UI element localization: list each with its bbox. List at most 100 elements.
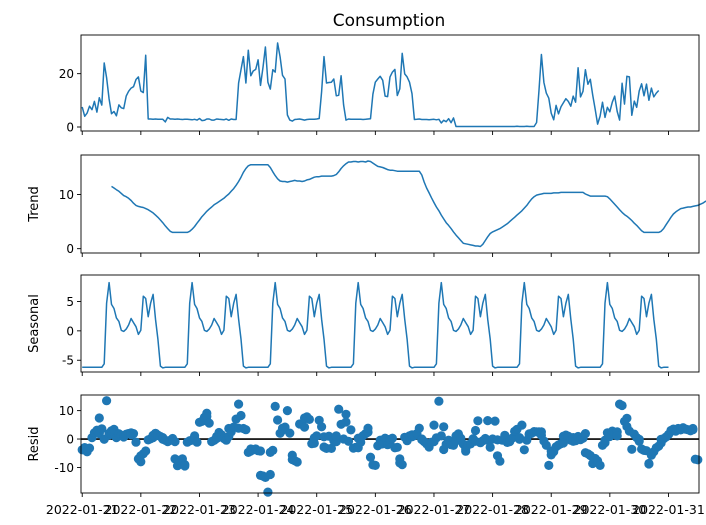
x-tick-label: 2022-01-21 xyxy=(46,502,119,517)
resid-point xyxy=(317,422,327,432)
resid-point xyxy=(204,418,214,428)
y-tick-label: 0 xyxy=(66,242,74,256)
resid-point xyxy=(436,431,446,441)
resid-point xyxy=(392,442,402,452)
resid-point xyxy=(544,460,554,470)
x-tick-label: 2022-01-28 xyxy=(456,502,529,517)
resid-point xyxy=(644,459,654,469)
resid-point xyxy=(234,399,244,409)
x-tick-label: 2022-01-27 xyxy=(398,502,471,517)
panel-seasonal: -5 0 5 Seasonal xyxy=(27,274,700,376)
y-tick-label: 0 xyxy=(66,433,74,447)
resid-point xyxy=(693,455,703,465)
resid-point xyxy=(634,436,644,446)
resid-point xyxy=(282,406,292,416)
panels-group: 0 20 0 10 Trend -5 0 5 Seasonal -10 0 10 Resid xyxy=(27,34,706,497)
resid-point xyxy=(102,396,112,406)
resid-point xyxy=(483,416,493,426)
resid-point xyxy=(265,469,275,480)
resid-point xyxy=(236,410,246,421)
x-tick-label: 2022-01-24 xyxy=(222,502,295,517)
resid-point xyxy=(580,429,591,439)
resid-point xyxy=(141,446,151,456)
resid-point xyxy=(387,433,397,443)
resid-point xyxy=(326,443,336,453)
resid-point xyxy=(312,431,322,441)
resid-point xyxy=(495,456,505,466)
resid-point xyxy=(273,415,283,425)
resid-point xyxy=(343,436,354,446)
y-tick-label: 10 xyxy=(59,188,74,202)
resid-point xyxy=(255,446,266,456)
resid-point xyxy=(128,429,139,439)
x-tick-label: 2022-01-31 xyxy=(632,502,705,517)
observed-line xyxy=(81,42,660,128)
resid-point xyxy=(241,425,251,435)
y-tick-label: 5 xyxy=(66,295,74,309)
resid-point xyxy=(490,416,500,426)
resid-point xyxy=(270,401,280,411)
resid-point xyxy=(536,427,547,437)
resid-ylabel: Resid xyxy=(27,426,42,461)
resid-point xyxy=(434,396,444,406)
resid-point xyxy=(627,444,637,454)
observed-axes-frame xyxy=(80,34,700,132)
resid-point xyxy=(285,428,295,438)
y-tick-label: -5 xyxy=(62,354,74,368)
resid-point xyxy=(334,404,344,414)
resid-point xyxy=(688,423,698,434)
seasonal-ylabel: Seasonal xyxy=(27,294,42,353)
x-tick-label: 2022-01-23 xyxy=(163,502,236,517)
y-tick-label: 0 xyxy=(66,121,74,135)
trend-ylabel: Trend xyxy=(27,186,42,223)
panel-resid: -10 0 10 Resid xyxy=(27,394,703,497)
seasonal-axes-frame xyxy=(80,274,700,373)
y-tick-label: 10 xyxy=(59,404,74,418)
y-tick-label: 0 xyxy=(66,324,74,338)
resid-point xyxy=(514,433,525,443)
resid-point xyxy=(470,425,481,436)
resid-point xyxy=(341,417,351,427)
resid-point xyxy=(341,409,351,419)
resid-point xyxy=(485,442,495,452)
resid-axes-frame xyxy=(80,394,700,494)
resid-point xyxy=(397,460,407,470)
resid-point xyxy=(429,420,439,430)
resid-point xyxy=(331,431,341,441)
resid-point xyxy=(622,413,632,423)
x-tick-label: 2022-01-22 xyxy=(105,502,178,517)
resid-point xyxy=(595,460,605,470)
resid-point xyxy=(84,443,95,453)
resid-point xyxy=(304,414,314,424)
resid-point xyxy=(292,457,302,467)
resid-point xyxy=(268,445,278,455)
y-tick-label: 20 xyxy=(59,67,74,81)
resid-point xyxy=(517,420,527,430)
x-tick-labels: 2022-01-212022-01-222022-01-232022-01-24… xyxy=(46,502,705,517)
resid-point xyxy=(299,422,310,432)
y-tick-label: -10 xyxy=(54,461,74,475)
resid-point xyxy=(363,423,373,433)
x-tick-label: 2022-01-26 xyxy=(339,502,412,517)
resid-point xyxy=(97,424,107,434)
resid-point xyxy=(365,452,376,462)
resid-point xyxy=(180,461,190,471)
resid-point xyxy=(558,438,569,448)
resid-point xyxy=(192,437,202,447)
resid-point xyxy=(414,423,424,433)
trend-axes-frame xyxy=(80,154,700,254)
panel-observed: 0 20 xyxy=(59,34,700,135)
resid-point xyxy=(617,400,627,411)
resid-point xyxy=(519,445,529,455)
resid-point xyxy=(346,425,356,435)
chart-title: Consumption xyxy=(333,11,446,31)
resid-point xyxy=(439,422,449,432)
resid-point xyxy=(370,460,380,470)
resid-point xyxy=(612,431,622,441)
resid-point xyxy=(170,437,180,447)
resid-point xyxy=(94,413,104,423)
x-tick-label: 2022-01-25 xyxy=(280,502,353,517)
trend-line xyxy=(111,160,706,248)
seasonal-line xyxy=(82,281,669,369)
